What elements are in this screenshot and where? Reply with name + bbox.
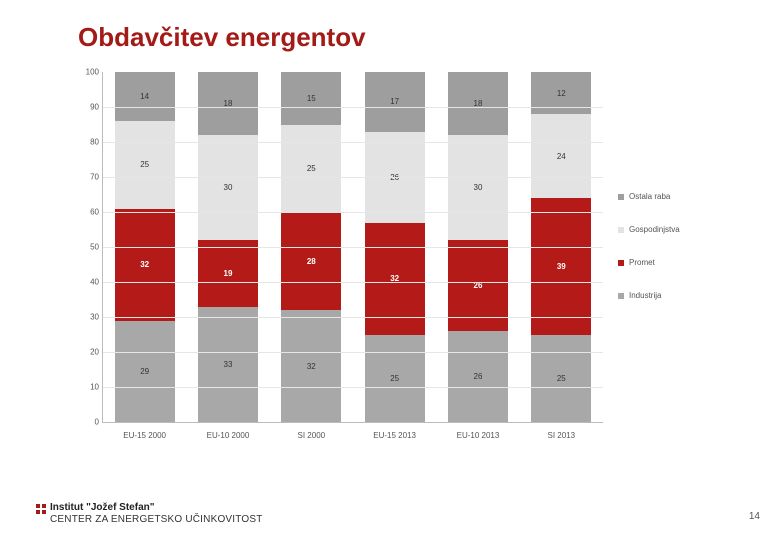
y-tick-label: 90 bbox=[81, 103, 99, 112]
gridline bbox=[103, 142, 603, 143]
y-tick-label: 40 bbox=[81, 278, 99, 287]
bar-segment-promet: 28 bbox=[281, 212, 341, 310]
y-tick-label: 60 bbox=[81, 208, 99, 217]
bar-segment-gospodinjstva: 30 bbox=[448, 135, 508, 240]
x-tick-label: EU-15 2000 bbox=[115, 431, 175, 440]
x-tick-label: SI 2013 bbox=[531, 431, 591, 440]
slide: Obdavčitev energentov struktura rabe kon… bbox=[0, 0, 780, 540]
x-tick-label: EU-10 2000 bbox=[198, 431, 258, 440]
slide-title: Obdavčitev energentov bbox=[78, 22, 366, 53]
bar-segment-ostala_raba: 18 bbox=[198, 72, 258, 135]
y-tick-label: 0 bbox=[81, 418, 99, 427]
y-tick-label: 20 bbox=[81, 348, 99, 357]
legend-swatch bbox=[618, 194, 624, 200]
legend-swatch bbox=[618, 227, 624, 233]
bar-segment-industrija: 26 bbox=[448, 331, 508, 422]
legend-item-promet: Promet bbox=[618, 258, 680, 267]
gridline bbox=[103, 317, 603, 318]
bar-segment-promet: 32 bbox=[115, 209, 175, 321]
legend-item-gospodinjstva: Gospodinjstva bbox=[618, 225, 680, 234]
bar-segment-ostala_raba: 14 bbox=[115, 72, 175, 121]
x-tick-label: EU-10 2013 bbox=[448, 431, 508, 440]
gridline bbox=[103, 352, 603, 353]
y-axis-label: struktura rabe končne energije [%] bbox=[44, 0, 53, 72]
legend-item-industrija: Industrija bbox=[618, 291, 680, 300]
bar-segment-gospodinjstva: 30 bbox=[198, 135, 258, 240]
x-tick-label: SI 2000 bbox=[281, 431, 341, 440]
chart: 29322514EU-15 200033193018EU-10 20003228… bbox=[78, 72, 708, 452]
legend-swatch bbox=[618, 293, 624, 299]
bar-segment-promet: 39 bbox=[531, 198, 591, 335]
gridline bbox=[103, 107, 603, 108]
y-tick-label: 30 bbox=[81, 313, 99, 322]
y-tick-label: 100 bbox=[81, 68, 99, 77]
gridline bbox=[103, 247, 603, 248]
page-number: 14 bbox=[749, 511, 760, 522]
y-tick-label: 70 bbox=[81, 173, 99, 182]
gridline bbox=[103, 387, 603, 388]
bar-segment-gospodinjstva: 24 bbox=[531, 114, 591, 198]
bar-segment-industrija: 25 bbox=[531, 335, 591, 423]
gridline bbox=[103, 282, 603, 283]
legend-swatch bbox=[618, 260, 624, 266]
chart-legend: Ostala raba Gospodinjstva Promet Industrija bbox=[618, 192, 680, 324]
legend-label: Industrija bbox=[629, 291, 661, 300]
bar-segment-industrija: 33 bbox=[198, 307, 258, 423]
bar-segment-promet: 19 bbox=[198, 240, 258, 307]
y-tick-label: 80 bbox=[81, 138, 99, 147]
bar-segment-industrija: 29 bbox=[115, 321, 175, 423]
footer-center: CENTER ZA ENERGETSKO UČINKOVITOST bbox=[50, 514, 263, 526]
bar-segment-ostala_raba: 17 bbox=[365, 72, 425, 132]
footer: Institut "Jožef Stefan" CENTER ZA ENERGE… bbox=[50, 502, 263, 526]
legend-label: Gospodinjstva bbox=[629, 225, 680, 234]
legend-item-ostala_raba: Ostala raba bbox=[618, 192, 680, 201]
bar-segment-gospodinjstva: 25 bbox=[115, 121, 175, 209]
bar-segment-gospodinjstva: 25 bbox=[281, 125, 341, 213]
y-tick-label: 10 bbox=[81, 383, 99, 392]
bar-segment-ostala_raba: 15 bbox=[281, 72, 341, 125]
y-tick-label: 50 bbox=[81, 243, 99, 252]
legend-label: Promet bbox=[629, 258, 655, 267]
chart-plot: 29322514EU-15 200033193018EU-10 20003228… bbox=[102, 72, 603, 423]
gridline bbox=[103, 212, 603, 213]
legend-label: Ostala raba bbox=[629, 192, 670, 201]
gridline bbox=[103, 177, 603, 178]
x-tick-label: EU-15 2013 bbox=[365, 431, 425, 440]
bar-segment-industrija: 32 bbox=[281, 310, 341, 422]
footer-institute: Institut "Jožef Stefan" bbox=[50, 502, 263, 514]
bar-segment-ostala_raba: 18 bbox=[448, 72, 508, 135]
footer-logo-dots bbox=[36, 504, 46, 514]
bar-segment-industrija: 25 bbox=[365, 335, 425, 423]
